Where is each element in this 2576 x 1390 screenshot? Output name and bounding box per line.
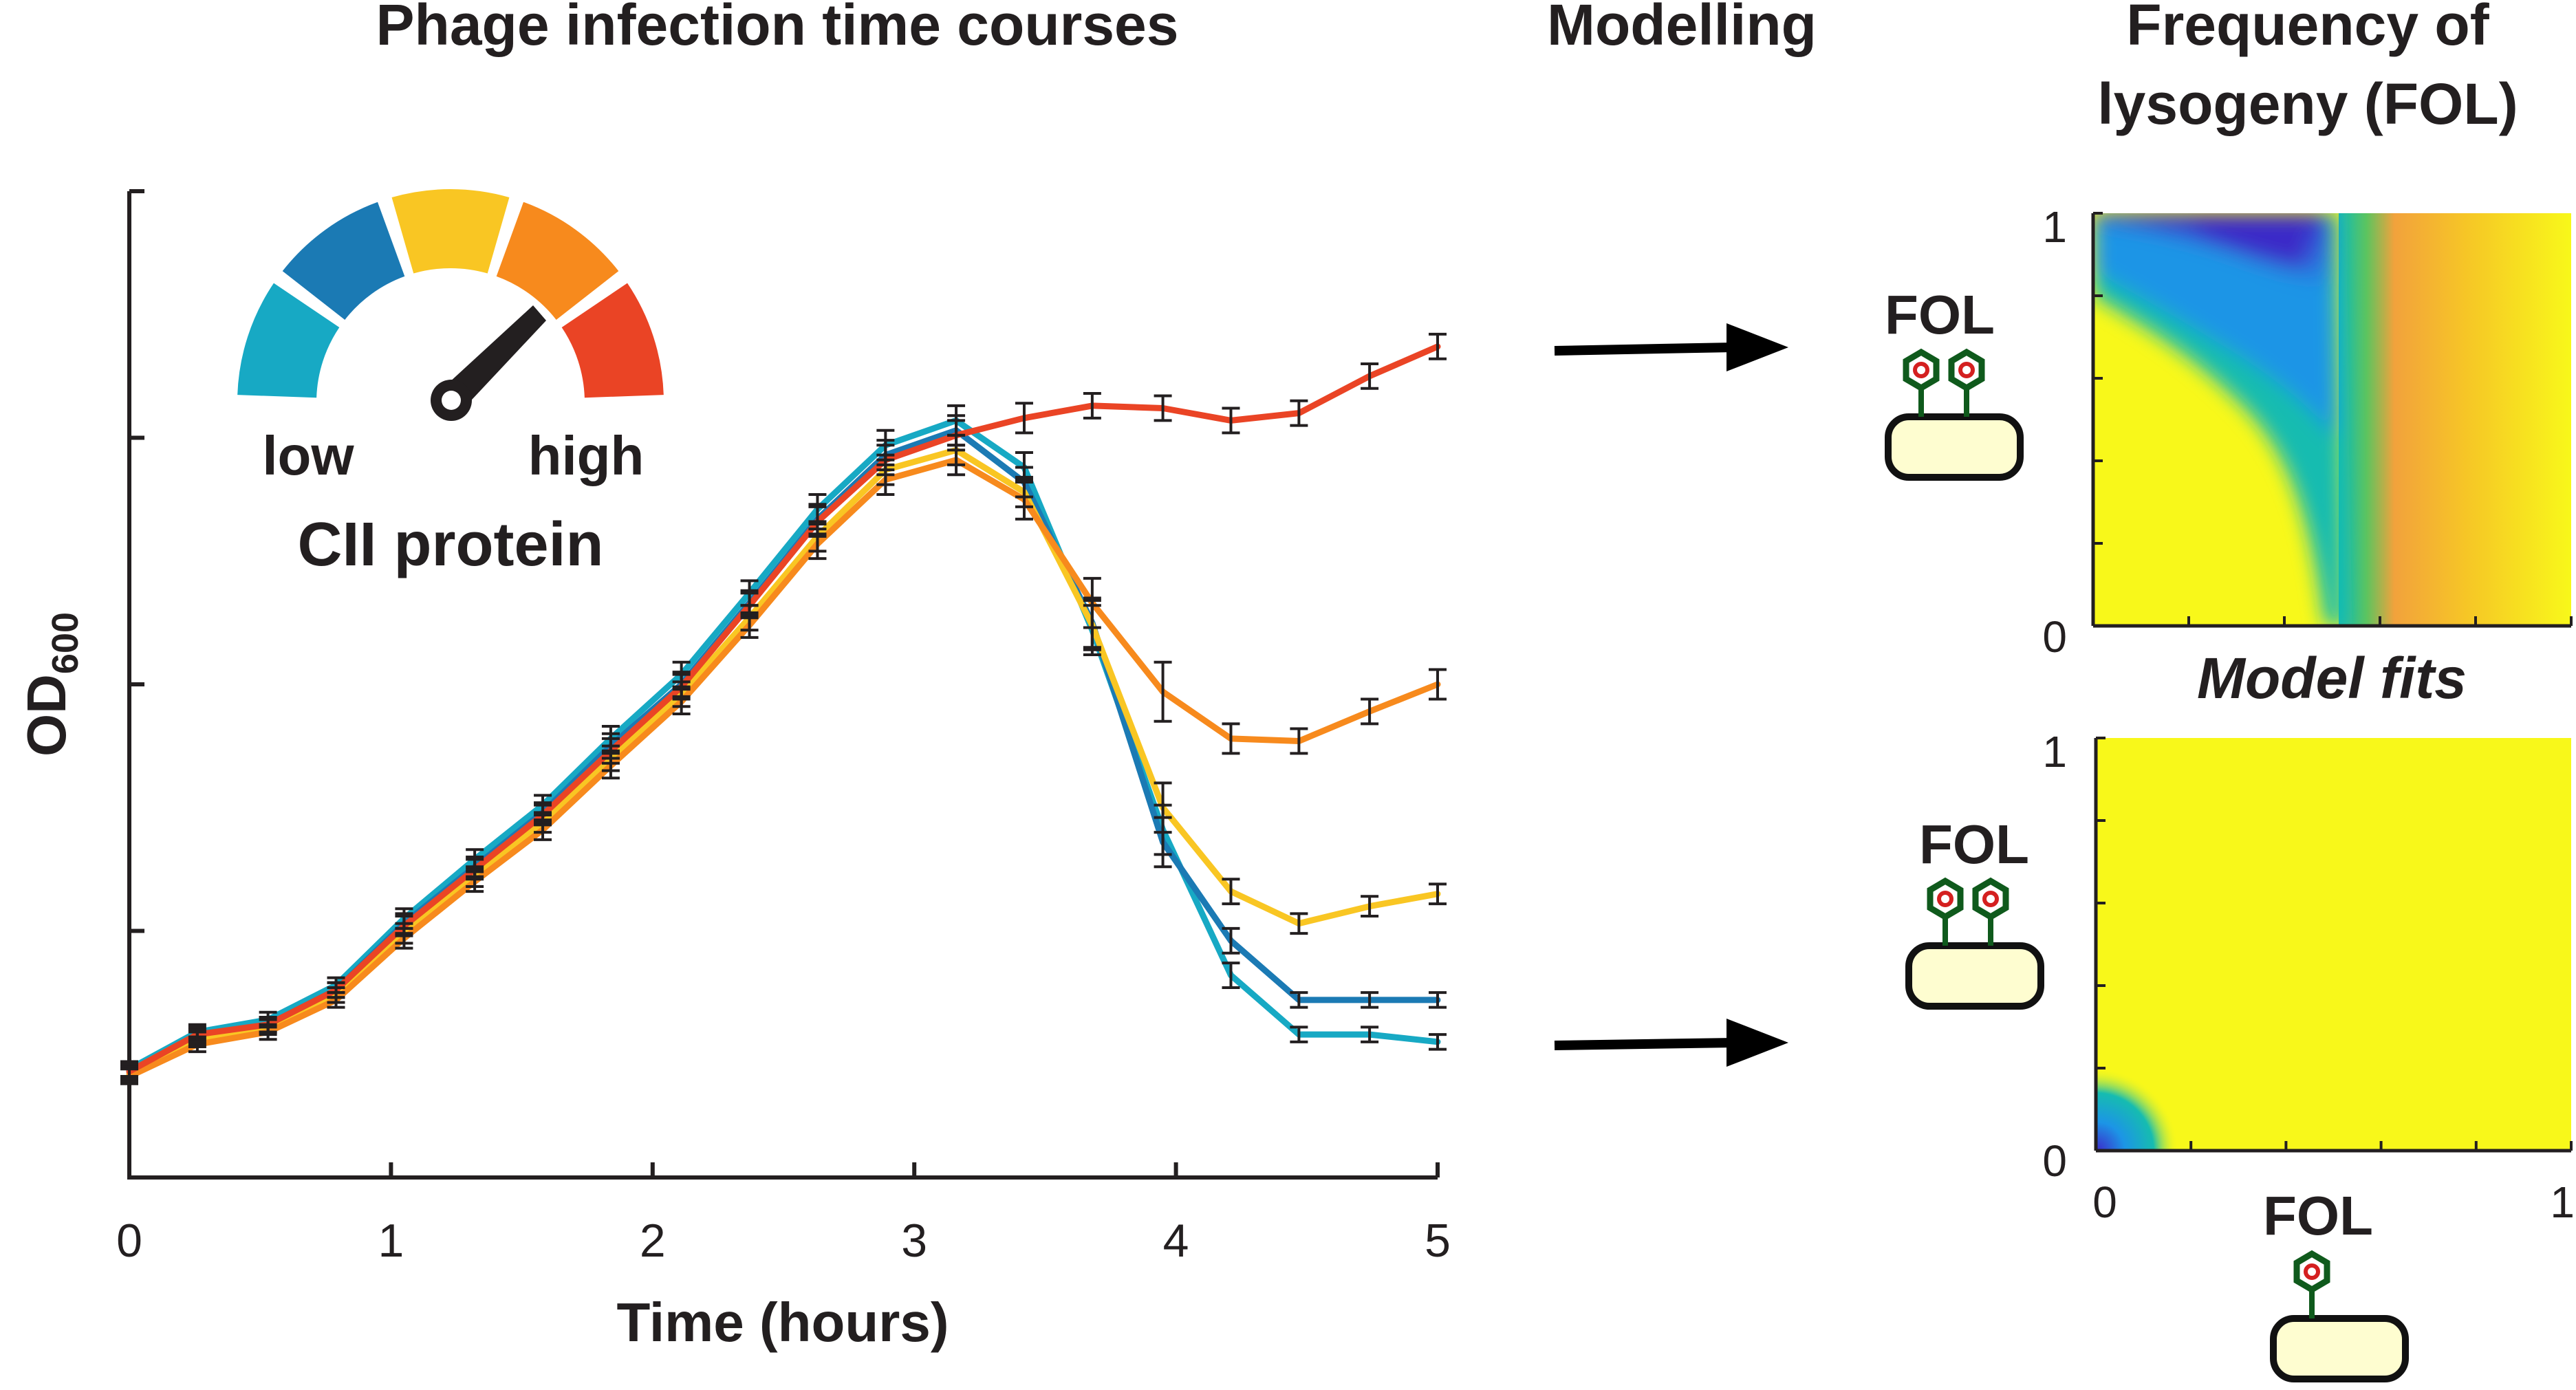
x-tick-label: 3 xyxy=(901,1215,927,1267)
error-bar xyxy=(120,1063,138,1080)
error-bar xyxy=(259,1015,277,1034)
error-bar xyxy=(327,981,345,999)
error-bar xyxy=(1429,882,1447,906)
y-axis-label-subscript: 600 xyxy=(45,612,86,674)
error-bar xyxy=(1361,362,1379,390)
x-tick-label: 1 xyxy=(378,1215,404,1267)
error-bar xyxy=(947,419,966,452)
error-bar xyxy=(1290,399,1308,427)
y-axis-label-main: OD xyxy=(16,674,77,757)
error-bar xyxy=(1361,895,1379,917)
x-tick-label: 0 xyxy=(116,1215,142,1267)
panel3-title-line1: Frequency of xyxy=(2126,0,2489,57)
arrow-lower xyxy=(1554,1019,1788,1067)
error-bar xyxy=(601,737,620,765)
panel2-title: Modelling xyxy=(1547,0,1817,57)
error-bar xyxy=(1083,391,1101,420)
panel3-title-line2: lysogeny (FOL) xyxy=(2097,72,2518,136)
timecourse-chart: 0 1 2 3 4 5 Time (hours) OD600 xyxy=(16,189,1451,1353)
series-line-4 xyxy=(126,457,1441,1080)
gauge-segment-1 xyxy=(237,283,340,398)
y-axis-label: OD600 xyxy=(16,612,86,757)
heatmap-bottom-ytick-0: 0 xyxy=(2042,1136,2067,1186)
error-bar xyxy=(740,591,759,620)
error-bar xyxy=(1361,1025,1379,1043)
error-bar xyxy=(1429,991,1447,1009)
error-bar xyxy=(1154,660,1172,723)
gauge-segment-4 xyxy=(496,202,619,320)
gauge-needle xyxy=(431,305,546,421)
heatmap-bottom-ytick-1: 1 xyxy=(2042,727,2067,777)
x-tick-label: 4 xyxy=(1163,1215,1189,1267)
gauge-segment-5 xyxy=(561,283,664,398)
heatmap-top xyxy=(2091,212,2573,628)
arrow-upper xyxy=(1554,323,1788,371)
gauge-segment-3 xyxy=(391,189,510,274)
error-bar xyxy=(1429,668,1447,701)
lysogen-cell-icon-lower xyxy=(1905,877,2044,1010)
error-bar xyxy=(1015,478,1033,521)
error-bar xyxy=(1015,402,1033,435)
error-bar xyxy=(1083,576,1101,629)
error-bar xyxy=(1290,1025,1308,1043)
lysogen-cell-icon-upper xyxy=(1885,348,2024,481)
panel1-title: Phage infection time courses xyxy=(376,0,1179,57)
error-bar xyxy=(1222,926,1240,955)
heatmap-top-ytick-0: 0 xyxy=(2042,612,2067,662)
gauge-segment-2 xyxy=(282,202,405,320)
lysogen-cell-icon-bottom xyxy=(2270,1250,2409,1382)
error-bar xyxy=(808,505,827,538)
error-bar xyxy=(1154,394,1172,422)
fol-label-upper: FOL xyxy=(1885,284,1995,345)
error-bar xyxy=(1429,1033,1447,1051)
error-bar xyxy=(1222,962,1240,989)
cii-gauge xyxy=(237,189,664,398)
gauge-low-label: low xyxy=(262,425,354,486)
error-bar xyxy=(1222,406,1240,435)
gauge-high-label: high xyxy=(528,425,645,486)
heatmap-top-ytick-1: 1 xyxy=(2042,202,2067,252)
fol-label-bottom: FOL xyxy=(2263,1185,2373,1246)
x-axis-label: Time (hours) xyxy=(616,1292,949,1353)
error-bar xyxy=(1361,991,1379,1009)
error-bar xyxy=(1290,727,1308,755)
error-bar xyxy=(395,914,413,937)
error-bar xyxy=(1290,912,1308,935)
error-bar xyxy=(1154,781,1172,834)
error-bar xyxy=(1222,722,1240,755)
error-bar xyxy=(1361,697,1379,726)
error-bar xyxy=(1222,878,1240,906)
series-line-1 xyxy=(126,417,1441,1072)
error-bar xyxy=(1429,332,1447,360)
error-bar xyxy=(534,803,552,827)
error-bar xyxy=(672,673,691,701)
x-tick-label: 2 xyxy=(640,1215,666,1267)
gauge-caption: CII protein xyxy=(298,510,604,579)
model-fits-label: Model fits xyxy=(2197,646,2467,710)
series-line-5 xyxy=(126,343,1441,1075)
x-tick-label: 5 xyxy=(1425,1215,1451,1267)
heatmap-bottom xyxy=(2094,737,2573,1153)
heatmap-bottom-xtick-1: 1 xyxy=(2550,1177,2575,1227)
fol-label-lower: FOL xyxy=(1919,814,2029,875)
error-bar xyxy=(876,444,895,477)
series-line-3 xyxy=(126,446,1441,1077)
error-bar xyxy=(466,858,484,881)
error-bar xyxy=(188,1025,206,1043)
error-bar xyxy=(1290,991,1308,1009)
heatmap-bottom-xtick-0: 0 xyxy=(2092,1177,2117,1227)
